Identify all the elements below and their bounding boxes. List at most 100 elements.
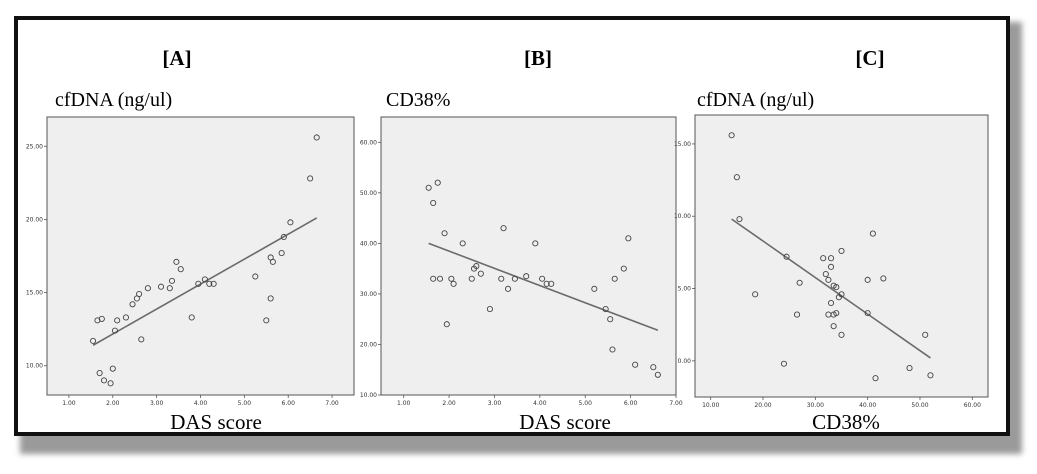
panel-c-x-title: CD38%	[812, 410, 880, 434]
panel-b-letter: [B]	[524, 46, 552, 70]
panel-c-data-point	[838, 247, 845, 254]
panel-a-x-title: DAS score	[170, 410, 262, 434]
panel-c-data-point	[838, 331, 845, 338]
panel-b-x-tick-label: 2.00	[442, 400, 456, 407]
panel-a-data-point	[100, 377, 108, 384]
panel-c-data-point	[820, 255, 827, 262]
panel-c-data-point	[752, 291, 759, 298]
panel-c-data-point	[838, 291, 845, 298]
panel-a-data-point	[188, 314, 195, 321]
panel-b-data-point	[523, 273, 530, 280]
panel-a-data-point	[96, 370, 103, 377]
panel-a-x-tick-label: 4.00	[194, 400, 208, 407]
panel-b-data-point	[511, 275, 518, 282]
panel-b-data-point	[448, 275, 455, 282]
panel-b-fit-line	[428, 242, 659, 332]
panel-b-plot: 1.00 2.00 3.00 4.00 5.00 6.00 7.00 10.00 20.00 30…	[360, 139, 683, 407]
panel-b-data-point	[532, 240, 539, 247]
panel-a-data-point	[166, 285, 173, 292]
panel-b-data-point	[505, 285, 512, 292]
panel-a-plot: 1.00 2.00 3.00 4.00 5.00 6.00 7.00 10.00 15.00 20…	[26, 134, 339, 407]
panel-a-x-tick-label: 6.00	[282, 400, 296, 407]
panel-a-data-point	[177, 266, 184, 273]
panel-b-data-point	[500, 225, 507, 232]
panel-c-y-tick-label: 15.00	[674, 141, 691, 148]
panel-a-y-title: cfDNA (ng/ul)	[55, 89, 172, 111]
panel-a-y-tick-label: 20.00	[26, 216, 43, 223]
panel-c-data-point	[796, 279, 803, 286]
panel-c-data-point	[822, 271, 829, 278]
panel-c-data-point	[783, 253, 790, 260]
panel-a-data-point	[98, 315, 105, 322]
panel-c-data-point	[833, 284, 840, 291]
panel-b-data-point	[650, 364, 657, 371]
panel-c-data-point	[864, 310, 871, 317]
panel-a-data-point	[90, 337, 97, 344]
panel-a: [A] cfDNA (ng/ul) 1.00 2.00 3.00 4.00 5.00 6.…	[26, 46, 355, 434]
panel-a-data-point	[287, 219, 294, 226]
panel-b-y-tick-label: 20.00	[360, 341, 377, 348]
panel-a-data-point	[307, 175, 314, 182]
panel-c-data-point	[825, 276, 832, 283]
panel-b-data-point	[548, 280, 555, 287]
panel-b-plot-area	[380, 116, 677, 396]
panel-c-x-tick-label: 30.00	[807, 402, 824, 409]
panel-b-data-point	[632, 361, 639, 368]
panel-b-y-tick-label: 10.00	[360, 392, 377, 399]
panel-b-y-tick-label: 50.00	[360, 190, 377, 197]
panel-b-data-point	[468, 275, 475, 282]
panel-b-data-point	[609, 346, 616, 353]
panel-c-data-point	[736, 216, 743, 223]
panel-a-data-point	[168, 277, 176, 284]
panel-b-data-point	[620, 265, 627, 272]
panel-c-data-point	[733, 174, 740, 181]
panel-a-x-tick-label: 7.00	[325, 400, 339, 407]
panel-c-y-tick-label: 5.00	[678, 286, 692, 293]
panel-b-x-tick-label: 7.00	[669, 400, 683, 407]
panel-c-x-tick-label: 40.00	[859, 402, 876, 409]
panel-b-y-title: CD38%	[386, 89, 450, 111]
panel-a-data-point	[129, 301, 136, 308]
panel-c-fit-line	[731, 218, 931, 359]
panel-a-data-point	[210, 280, 217, 287]
panel-b-data-point	[430, 275, 437, 282]
panel-c-data-point	[780, 360, 787, 367]
panel-c-plot-area	[694, 114, 989, 398]
panel-b-data-point	[436, 275, 444, 282]
panel-a-data-point	[138, 336, 145, 343]
panel-b-data-point	[441, 230, 448, 237]
panel-b-data-point	[498, 275, 505, 282]
panel-b-x-tick-label: 6.00	[624, 400, 638, 407]
panel-b-y-tick-label: 60.00	[360, 139, 377, 146]
panel-a-data-point	[278, 250, 285, 257]
panel-a-y-tick-label: 15.00	[26, 290, 43, 297]
panel-b: [B] CD38% 1.00 2.00 3.00 4.00 5.00 6.00 7.00 10…	[360, 46, 683, 434]
panel-b-data-point	[486, 306, 493, 313]
panel-c-data-point	[906, 365, 913, 372]
panel-a-data-point	[173, 258, 180, 265]
panel-c-data-point	[880, 275, 887, 282]
panel-b-data-point	[625, 235, 632, 242]
panel-c-data-point	[927, 372, 934, 379]
panel-b-data-point	[434, 179, 441, 186]
panel-c-x-tick-label: 50.00	[911, 402, 928, 409]
panel-c-y-tick-label: 10.00	[674, 213, 691, 220]
panel-a-data-point	[267, 295, 274, 302]
panel-b-data-point	[430, 199, 437, 206]
panel-b-data-point	[450, 280, 457, 287]
panel-b-data-point	[602, 306, 609, 313]
panel-a-data-point	[269, 258, 276, 265]
panel-a-data-point	[206, 280, 213, 287]
panel-b-data-point	[543, 280, 550, 287]
panel-c-data-point	[827, 299, 835, 307]
panel-a-data-point	[263, 317, 270, 324]
panel-a-data-point	[107, 380, 114, 387]
panel-c-data-point	[827, 263, 835, 270]
panel-a-plot-area	[46, 116, 355, 396]
panel-a-x-tick-label: 5.00	[238, 400, 252, 407]
panel-b-data-point	[611, 275, 618, 282]
panel-c-y-tick-label: 0.00	[678, 358, 692, 365]
panel-a-data-point	[252, 273, 259, 280]
panel-c-x-tick-label: 10.00	[702, 402, 719, 409]
